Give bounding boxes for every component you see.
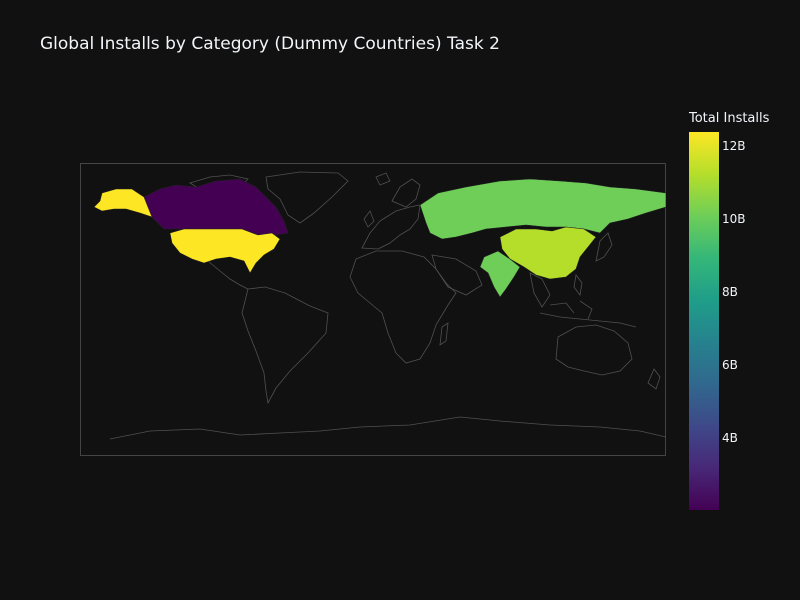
philippines-outline	[573, 274, 583, 296]
country-canada[interactable]	[143, 178, 289, 236]
scandinavia-outline	[391, 178, 421, 208]
svalbard-outline	[375, 172, 391, 186]
antarctica-outline	[109, 416, 666, 440]
madagascar-outline	[439, 322, 449, 346]
world-map[interactable]	[80, 163, 666, 456]
uk-outline	[363, 210, 375, 228]
africa-outline	[349, 250, 457, 364]
country-russia[interactable]	[419, 178, 666, 240]
chart-title: Global Installs by Category (Dummy Count…	[40, 34, 500, 54]
colorbar-tick: 12B	[722, 139, 746, 153]
colorbar-title: Total Installs	[689, 111, 770, 126]
colorbar-gradient	[689, 132, 719, 510]
country-china[interactable]	[499, 226, 597, 280]
colorbar-tick: 8B	[722, 285, 738, 299]
greenland-outline	[265, 171, 349, 224]
colorbar-tick: 10B	[722, 212, 746, 226]
japan-outline	[595, 232, 613, 262]
southeast-asia-outline	[529, 272, 551, 308]
europe-outline	[361, 204, 421, 250]
central-america-outline	[207, 260, 249, 290]
south-america-outline	[241, 286, 329, 405]
choropleth-countries	[93, 178, 666, 298]
country-usa[interactable]	[169, 228, 281, 274]
colorbar-tick: 4B	[722, 431, 738, 445]
australia-outline	[555, 324, 633, 376]
indonesia-outline	[539, 300, 637, 328]
country-usa-alaska[interactable]	[93, 188, 153, 218]
new-zealand-outline	[647, 368, 661, 390]
country-india[interactable]	[479, 250, 521, 298]
colorbar-tick: 6B	[722, 358, 738, 372]
arabia-outline	[431, 254, 483, 296]
